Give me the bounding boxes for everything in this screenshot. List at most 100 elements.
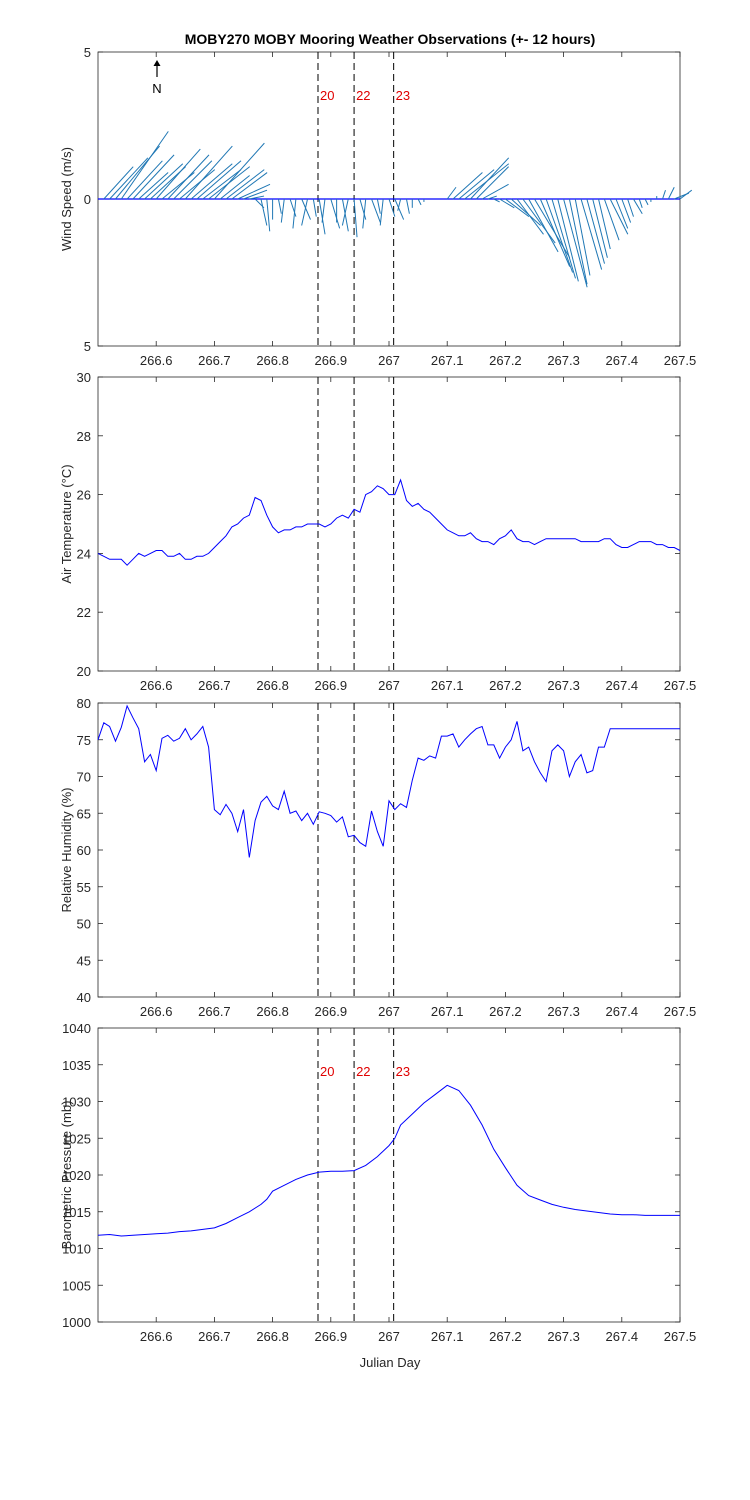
x-tick-label: 267.5 (664, 1004, 697, 1019)
wind-stick (292, 198, 297, 229)
series-line (97, 478, 681, 566)
y-axis-label: Air Temperature (°C) (59, 464, 74, 583)
y-axis-label: Barometric Pressure (mb) (59, 1101, 74, 1250)
x-tick-label: 267.5 (664, 678, 697, 693)
wind-stick (341, 198, 349, 226)
y-tick-label: 65 (77, 806, 91, 821)
wind-stick (580, 198, 603, 270)
wind-stick (379, 198, 384, 226)
y-tick-label: 26 (77, 488, 91, 503)
wind-stick (487, 195, 497, 200)
x-tick-label: 267.5 (664, 1329, 697, 1344)
wind-stick (470, 157, 510, 200)
x-tick-label: 267.4 (606, 353, 639, 368)
x-tick-label: 266.7 (198, 353, 231, 368)
x-tick-label: 266.8 (256, 353, 289, 368)
wind-stick (563, 198, 588, 288)
wind-stick (190, 163, 233, 200)
x-tick-label: 267.3 (547, 678, 580, 693)
figure-title: MOBY270 MOBY Mooring Weather Observation… (185, 31, 596, 47)
wind-stick (301, 198, 311, 220)
event-marker-label: 22 (356, 88, 370, 103)
wind-stick (249, 195, 265, 200)
event-marker-label: 23 (396, 1064, 410, 1079)
y-tick-label: 1030 (62, 1095, 91, 1110)
north-label: N (152, 81, 161, 96)
wind-stick (522, 198, 556, 244)
y-tick-label: 80 (77, 696, 91, 711)
wind-stick (277, 198, 282, 214)
event-marker-label: 20 (320, 1064, 334, 1079)
wind-stick (155, 148, 201, 200)
plot-area (97, 376, 681, 672)
panel-wind: 20 22 23 266.6 266.7 266.8 266.9 267 267.1 267.2 2… (59, 45, 696, 368)
y-tick-label: 1010 (62, 1242, 91, 1257)
wind-stick (603, 198, 620, 241)
wind-stick (362, 198, 367, 229)
x-tick-label: 267 (378, 1004, 400, 1019)
wind-stick (301, 198, 309, 226)
y-tick-label: 5 (84, 45, 91, 60)
wind-stick (598, 198, 611, 250)
x-axis-label: Julian Day (360, 1355, 421, 1370)
wind-stick (539, 198, 571, 267)
plot-area (97, 1027, 681, 1323)
wind-stick (330, 198, 341, 229)
x-tick-label: 267.4 (606, 1329, 639, 1344)
x-tick-label: 266.8 (256, 678, 289, 693)
wind-stick (545, 198, 574, 273)
x-tick-label: 267.2 (489, 678, 522, 693)
wind-stick (196, 160, 242, 200)
wind-stick (551, 198, 576, 279)
wind-stick (341, 198, 349, 232)
y-axis-label: Relative Humidity (%) (59, 788, 74, 913)
y-tick-label: 28 (77, 429, 91, 444)
wind-stick (586, 198, 606, 264)
panel-relative-humidity: 266.6 266.7 266.8 266.9 267 267.1 267.2 267.3 26… (59, 696, 696, 1019)
wind-stick (510, 198, 541, 226)
wind-stick (475, 166, 509, 200)
event-marker-label: 20 (320, 88, 334, 103)
x-tick-label: 267 (378, 678, 400, 693)
x-tick-label: 266.8 (256, 1329, 289, 1344)
y-tick-label: 1005 (62, 1278, 91, 1293)
wind-stick (662, 190, 666, 200)
wind-stick (359, 198, 367, 220)
wind-stick (609, 198, 629, 235)
event-marker-label: 23 (396, 88, 410, 103)
wind-stick (446, 186, 457, 200)
y-tick-label: 45 (77, 953, 91, 968)
wind-stick (592, 198, 608, 258)
x-tick-label: 267.3 (547, 1004, 580, 1019)
x-tick-label: 267.5 (664, 353, 697, 368)
wind-stick (679, 189, 693, 200)
x-tick-label: 266.9 (315, 353, 348, 368)
wind-stick (405, 198, 410, 214)
wind-stick (214, 142, 265, 200)
panel-barometric-pressure: 20 22 23 266.6 266.7 266.8 266.9 267 267.1 267.2 2… (59, 1021, 696, 1344)
wind-stick (557, 198, 579, 282)
wind-stick (266, 198, 271, 232)
wind-stick (644, 198, 649, 206)
wind-stick (633, 198, 643, 214)
wind-stick (481, 183, 509, 200)
wind-stick (493, 198, 500, 203)
wind-stick (499, 198, 515, 209)
wind-stick (289, 198, 297, 217)
wind-stick (179, 169, 216, 200)
wind-stick (574, 198, 591, 276)
wind-stick (568, 198, 588, 285)
x-tick-label: 267.1 (431, 1004, 464, 1019)
event-marker-label: 22 (356, 1064, 370, 1079)
y-tick-label: 5 (84, 339, 91, 354)
wind-stick (321, 198, 326, 223)
wind-stick (397, 198, 402, 211)
wind-stick (167, 154, 210, 200)
y-tick-label: 1015 (62, 1205, 91, 1220)
y-axis-label: Wind Speed (m/s) (59, 147, 74, 251)
x-tick-label: 267 (378, 1329, 400, 1344)
wind-stick (225, 169, 265, 200)
x-tick-label: 266.6 (140, 1004, 173, 1019)
wind-stick (138, 172, 169, 200)
